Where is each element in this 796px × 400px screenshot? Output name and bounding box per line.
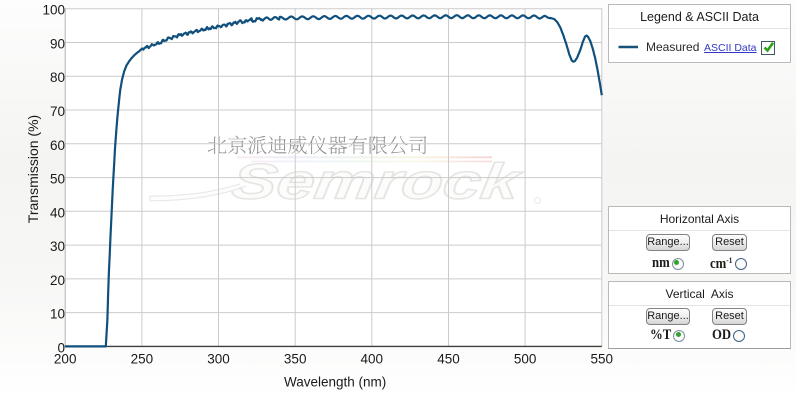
- svg-text:0: 0: [57, 340, 65, 355]
- svg-text:400: 400: [361, 352, 384, 367]
- svg-text:90: 90: [50, 37, 65, 52]
- svg-text:50: 50: [50, 172, 65, 187]
- svg-text:20: 20: [50, 273, 65, 288]
- svg-text:200: 200: [54, 352, 77, 367]
- svg-text:550: 550: [591, 352, 614, 367]
- svg-text:70: 70: [50, 104, 65, 119]
- svg-text:10: 10: [50, 307, 65, 322]
- svg-text:350: 350: [284, 352, 307, 367]
- svg-text:450: 450: [437, 352, 460, 367]
- svg-text:30: 30: [50, 239, 65, 254]
- svg-text:100: 100: [42, 3, 65, 18]
- svg-text:Transmission (%): Transmission (%): [25, 115, 41, 223]
- svg-text:60: 60: [50, 138, 65, 153]
- svg-text:80: 80: [50, 70, 65, 85]
- svg-text:250: 250: [131, 352, 154, 367]
- svg-text:40: 40: [50, 205, 65, 220]
- svg-text:300: 300: [207, 352, 230, 367]
- svg-text:500: 500: [514, 352, 537, 367]
- svg-text:Wavelength (nm): Wavelength (nm): [284, 375, 386, 390]
